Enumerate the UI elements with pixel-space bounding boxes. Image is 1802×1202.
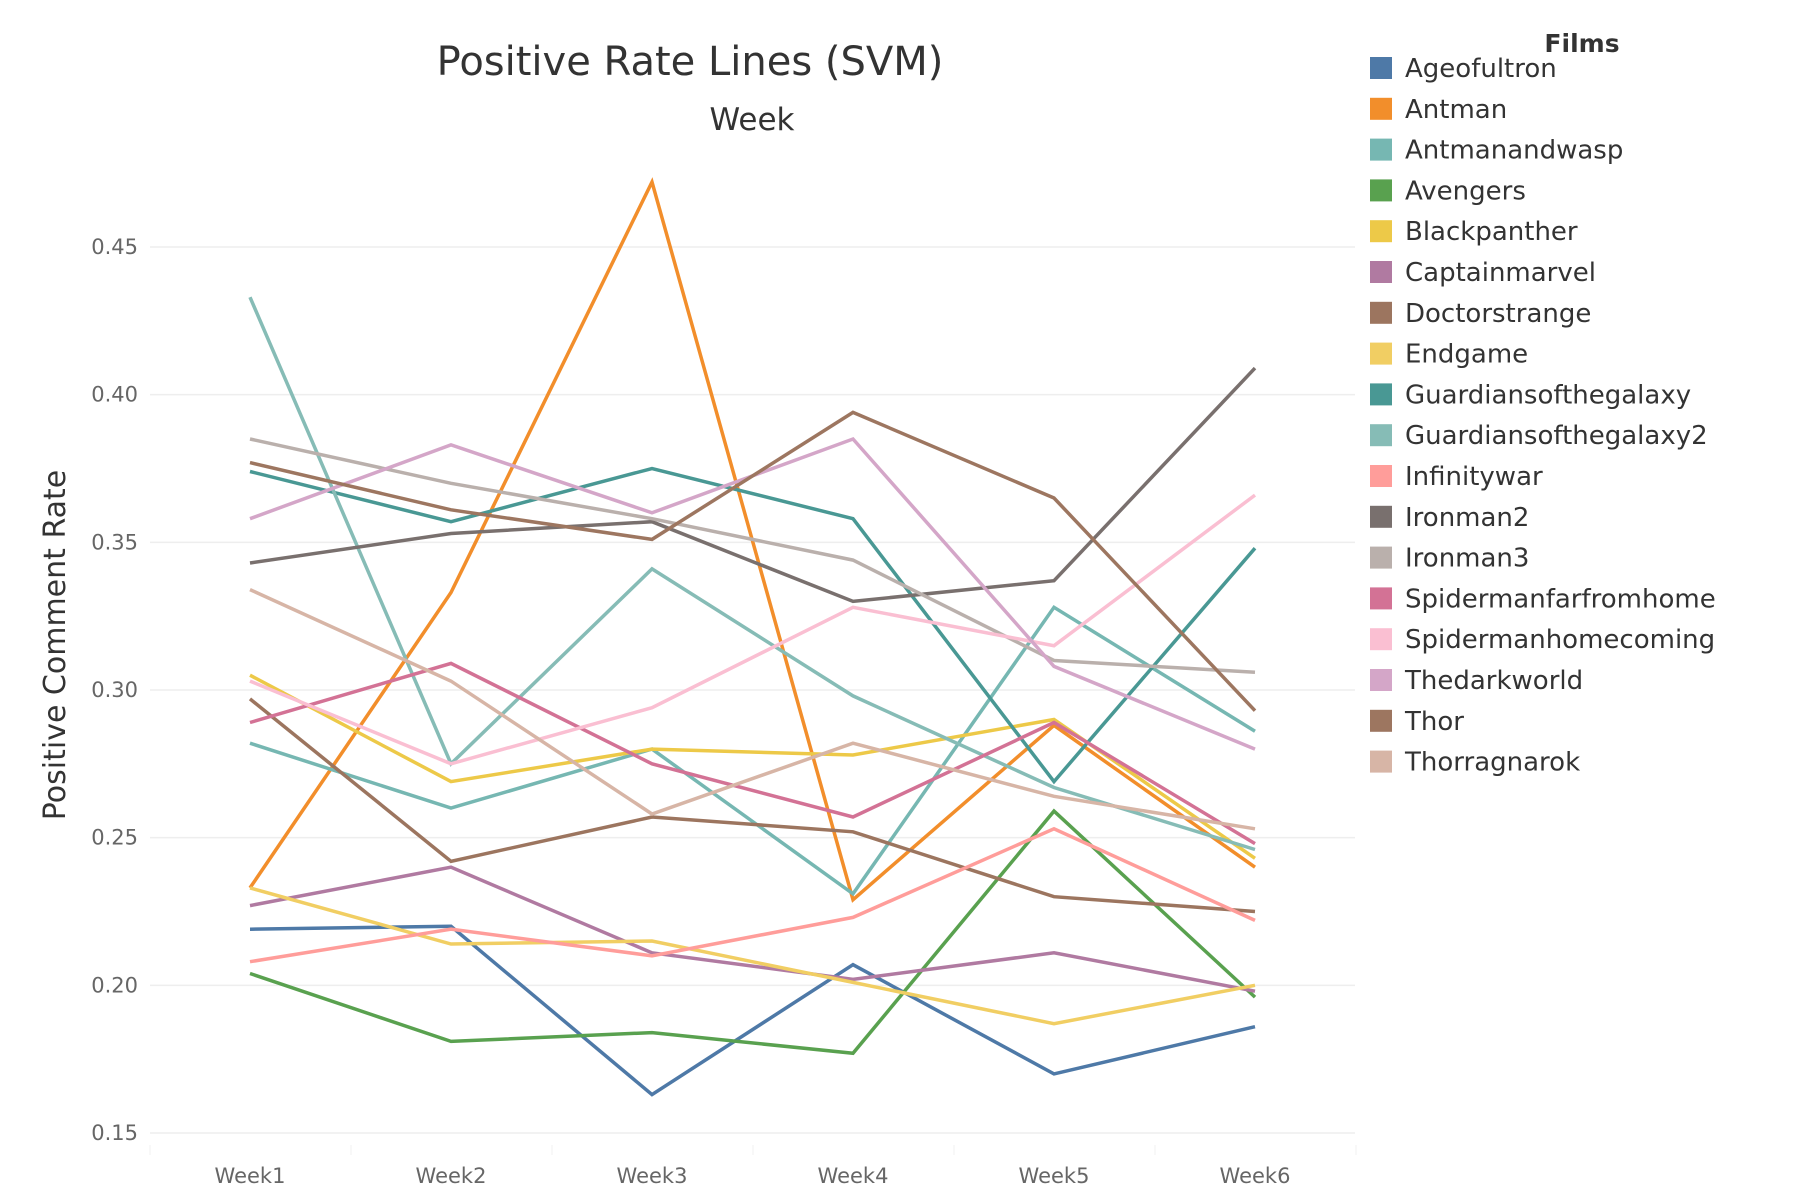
legend-label: Spidermanhomecoming — [1405, 625, 1715, 655]
y-tick-label: 0.35 — [91, 530, 138, 554]
legend-swatch — [1370, 97, 1392, 120]
legend-swatch — [1370, 505, 1392, 528]
series-line-ironman3 — [249, 437, 1256, 675]
x-tick-label: Week1 — [215, 1164, 286, 1188]
series-lines — [248, 177, 1257, 1097]
legend-swatch — [1370, 628, 1392, 651]
y-tick-label: 0.40 — [91, 383, 138, 407]
legend-swatch — [1370, 261, 1392, 283]
legend-swatch — [1370, 465, 1392, 487]
legend-swatch — [1370, 57, 1392, 79]
legend-label: Thor — [1404, 707, 1464, 737]
series-line-endgame — [249, 886, 1256, 1026]
y-tick-label: 0.25 — [91, 826, 138, 850]
y-tick-label: 0.45 — [91, 235, 138, 259]
legend-swatch — [1370, 546, 1392, 569]
legend-swatch — [1370, 342, 1392, 365]
x-tick-label: Week5 — [1019, 1164, 1090, 1188]
legend-label: Endgame — [1405, 340, 1528, 370]
series-line-infinitywar — [249, 826, 1256, 964]
x-tick-label: Week2 — [416, 1164, 487, 1188]
legend: Films Ageofultron Antman Antmanandwasp Aven… — [1370, 29, 1716, 778]
series-line-spidermanfarfromhome — [249, 661, 1256, 846]
legend-label: Thedarkworld — [1404, 666, 1583, 696]
series-line-ironman2 — [249, 366, 1257, 604]
series-line-avengers — [249, 808, 1257, 1056]
x-tick-label: Week4 — [818, 1164, 889, 1188]
series-line-guardiansofthegalaxy — [249, 466, 1257, 785]
series-line-guardiansofthegalaxy2 — [248, 296, 1256, 852]
legend-label: Ironman2 — [1405, 503, 1529, 533]
legend-title: Films — [1544, 29, 1619, 58]
chart-subtitle: Week — [710, 102, 795, 138]
series-line-thorragnarok — [249, 588, 1256, 831]
y-axis-label: Positive Comment Rate — [38, 470, 73, 821]
x-tick-label: Week3 — [617, 1164, 688, 1188]
legend-label: Blackpanther — [1405, 217, 1578, 247]
series-line-captainmarvel — [249, 865, 1256, 993]
legend-swatch — [1370, 220, 1392, 243]
legend-swatch — [1370, 669, 1392, 691]
legend-swatch — [1370, 750, 1392, 773]
y-tick-label: 0.30 — [91, 678, 138, 702]
legend-swatch — [1370, 179, 1392, 202]
chart-title: Positive Rate Lines (SVM) — [437, 39, 944, 85]
legend-label: Captainmarvel — [1405, 258, 1596, 288]
legend-swatch — [1370, 301, 1392, 324]
y-tick-label: 0.20 — [91, 973, 138, 997]
series-line-doctorstrange — [248, 697, 1256, 914]
x-axis-ticks: Week1 Week2 Week3 Week4 Week5 Week6 — [215, 1164, 1291, 1188]
series-line-spidermanhomecoming — [249, 493, 1257, 766]
series-line-thor — [249, 410, 1257, 712]
legend-label: Infinitywar — [1405, 462, 1543, 492]
y-tick-label: 0.15 — [91, 1121, 138, 1145]
series-line-antmanandwasp — [249, 604, 1256, 897]
y-axis-ticks: 0.15 0.20 0.25 0.30 0.35 0.40 0.45 — [91, 235, 138, 1145]
legend-swatch — [1370, 138, 1392, 161]
legend-swatch — [1370, 709, 1392, 732]
gridlines — [149, 246, 1357, 1155]
legend-swatch — [1370, 383, 1392, 406]
legend-label: Avengers — [1405, 176, 1526, 206]
legend-label: Ironman3 — [1405, 544, 1529, 574]
legend-swatch — [1370, 587, 1392, 610]
series-line-ageofultron — [249, 924, 1256, 1097]
legend-label: Guardiansofthegalaxy2 — [1405, 421, 1708, 451]
legend-label: Thorragnarok — [1404, 748, 1580, 778]
series-line-blackpanther — [249, 673, 1256, 860]
legend-label: Antmanandwasp — [1405, 136, 1623, 166]
series-line-thedarkworld — [249, 436, 1256, 751]
legend-label: Guardiansofthegalaxy — [1405, 380, 1691, 410]
legend-label: Antman — [1405, 95, 1507, 125]
legend-label: Ageofultron — [1405, 54, 1557, 84]
x-tick-label: Week6 — [1220, 1164, 1291, 1188]
legend-swatch — [1370, 424, 1392, 447]
legend-label: Spidermanfarfromhome — [1405, 584, 1716, 614]
legend-label: Doctorstrange — [1405, 299, 1591, 329]
